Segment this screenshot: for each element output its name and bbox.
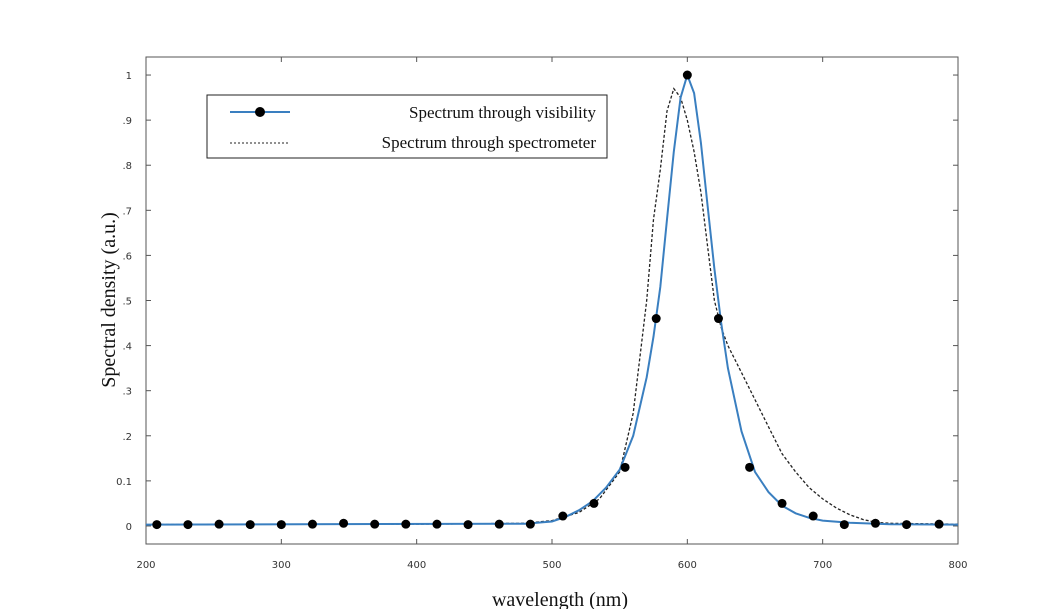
- data-point-visibility: [713, 314, 723, 324]
- y-axis-ticks: 0 0.1 .2 .3 .4 .5 .6 .7 .8 .9 1: [116, 71, 958, 533]
- data-point-visibility: [339, 518, 349, 528]
- y-tick-label: 0: [126, 522, 132, 533]
- legend-label-visibility: Spectrum through visibility: [409, 103, 596, 122]
- x-tick-label: 500: [542, 560, 561, 571]
- x-tick-label: 700: [813, 560, 832, 571]
- data-point-visibility: [682, 70, 692, 80]
- data-point-visibility: [777, 498, 787, 508]
- y-tick-label: .9: [122, 116, 132, 127]
- y-tick-label: .7: [122, 206, 132, 217]
- legend-box: [206, 94, 608, 159]
- x-tick-label: 800: [948, 560, 967, 571]
- data-point-visibility: [370, 519, 380, 529]
- data-point-visibility: [401, 519, 411, 529]
- data-point-visibility: [276, 520, 286, 530]
- legend-marker-visibility: [255, 107, 265, 117]
- data-point-visibility: [152, 520, 162, 530]
- data-point-visibility: [808, 511, 818, 521]
- x-tick-label: 400: [407, 560, 426, 571]
- y-tick-label: .6: [122, 251, 132, 262]
- y-tick-label: .2: [122, 432, 132, 443]
- data-point-visibility: [870, 518, 880, 528]
- x-axis-label: wavelength (nm): [492, 589, 628, 609]
- y-tick-label: .5: [122, 297, 132, 308]
- data-point-visibility: [307, 519, 317, 529]
- data-point-visibility: [214, 519, 224, 529]
- y-tick-label: .8: [122, 161, 132, 172]
- y-tick-label: 1: [126, 71, 132, 82]
- data-point-visibility: [839, 520, 849, 530]
- y-tick-label: .4: [122, 342, 132, 353]
- data-point-visibility: [463, 520, 473, 530]
- data-point-visibility: [620, 462, 630, 472]
- legend: Spectrum through visibility Spectrum thr…: [206, 94, 608, 159]
- data-point-visibility: [902, 520, 912, 530]
- x-tick-label: 200: [136, 560, 155, 571]
- data-point-visibility: [183, 520, 193, 530]
- y-tick-label: .3: [122, 387, 132, 398]
- data-point-visibility: [525, 519, 535, 529]
- x-tick-label: 300: [272, 560, 291, 571]
- data-point-visibility: [245, 520, 255, 530]
- data-point-visibility: [651, 314, 661, 324]
- y-tick-label: 0.1: [116, 477, 132, 488]
- data-point-visibility: [558, 511, 568, 521]
- series-line-visibility: [145, 71, 959, 526]
- data-point-visibility: [589, 498, 599, 508]
- x-tick-label: 600: [678, 560, 697, 571]
- legend-label-spectrometer: Spectrum through spectrometer: [382, 133, 597, 152]
- series-layer: [145, 70, 959, 530]
- x-axis-ticks: 200 300 400 500 600 700 800: [136, 57, 968, 571]
- y-axis-label: Spectral density (a.u.): [98, 212, 120, 388]
- data-point-visibility: [745, 462, 755, 472]
- data-point-visibility: [432, 519, 442, 529]
- data-point-visibility: [934, 519, 944, 529]
- data-point-visibility: [494, 519, 504, 529]
